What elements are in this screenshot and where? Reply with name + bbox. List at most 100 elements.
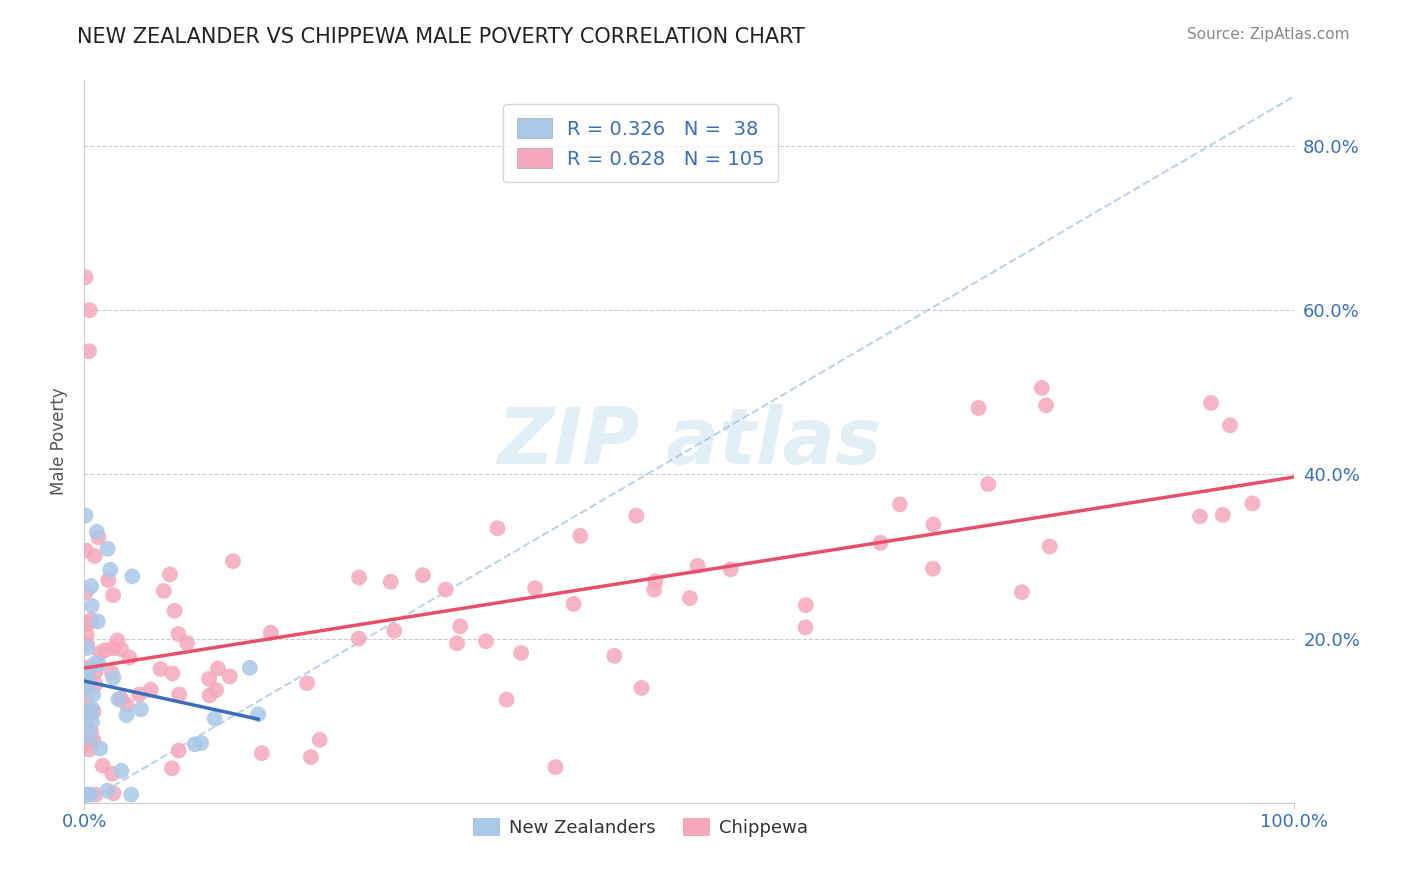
Point <box>80 724 103 739</box>
Point <box>76 628 98 642</box>
Point <box>76 705 98 719</box>
Point <box>347 632 370 646</box>
Point <box>626 508 648 523</box>
Point <box>1035 398 1057 412</box>
Point <box>100 665 122 680</box>
Point <box>83 549 105 563</box>
Point <box>603 648 626 663</box>
Point <box>1188 509 1211 524</box>
Point <box>98 563 121 577</box>
Point <box>162 666 184 681</box>
Point <box>75 270 97 285</box>
Point <box>720 562 742 576</box>
Point <box>295 676 318 690</box>
Point <box>103 786 125 800</box>
Point <box>205 683 228 698</box>
Point <box>922 517 945 532</box>
Point <box>247 707 270 722</box>
Point <box>80 706 103 721</box>
Point <box>76 707 98 722</box>
Point <box>922 562 945 576</box>
Point <box>80 714 103 729</box>
Point <box>115 698 138 712</box>
Point <box>76 638 98 652</box>
Point <box>87 530 110 544</box>
Point <box>495 692 517 706</box>
Point <box>107 692 129 706</box>
Point <box>207 661 229 675</box>
Point <box>128 688 150 702</box>
Point <box>644 574 666 589</box>
Point <box>79 730 101 744</box>
Point <box>679 591 702 606</box>
Point <box>1199 396 1222 410</box>
Point <box>77 665 100 680</box>
Y-axis label: Male Poverty: Male Poverty <box>51 388 69 495</box>
Text: ZIP atlas: ZIP atlas <box>496 403 882 480</box>
Point <box>794 620 817 634</box>
Point <box>149 662 172 676</box>
Point <box>84 657 107 671</box>
Point <box>110 642 132 657</box>
Point <box>475 634 498 648</box>
Point <box>347 570 370 584</box>
Point <box>77 788 100 802</box>
Point <box>434 582 457 597</box>
Text: Source: ZipAtlas.com: Source: ZipAtlas.com <box>1187 27 1350 42</box>
Point <box>308 732 330 747</box>
Point <box>89 741 111 756</box>
Point <box>167 688 190 702</box>
Point <box>544 760 567 774</box>
Point <box>103 641 125 656</box>
Point <box>79 742 101 756</box>
Point <box>76 690 98 704</box>
Point <box>260 625 283 640</box>
Point <box>1039 540 1062 554</box>
Point <box>129 702 152 716</box>
Point <box>167 743 190 757</box>
Point <box>84 788 107 802</box>
Legend: New Zealanders, Chippewa: New Zealanders, Chippewa <box>465 811 815 845</box>
Point <box>76 617 98 632</box>
Point <box>198 689 221 703</box>
Point <box>80 701 103 715</box>
Point <box>1031 381 1053 395</box>
Point <box>643 582 665 597</box>
Point <box>87 615 110 629</box>
Point <box>80 734 103 748</box>
Point <box>115 708 138 723</box>
Point <box>163 604 186 618</box>
Point <box>1241 496 1264 510</box>
Point <box>83 705 105 719</box>
Point <box>167 627 190 641</box>
Point <box>486 521 509 535</box>
Point <box>75 681 97 696</box>
Point <box>510 646 533 660</box>
Point <box>1011 585 1033 599</box>
Point <box>630 681 652 695</box>
Point <box>75 543 97 558</box>
Point <box>77 344 100 359</box>
Point <box>80 599 103 613</box>
Point <box>75 664 97 678</box>
Point <box>101 766 124 780</box>
Point <box>75 585 97 599</box>
Point <box>75 739 97 753</box>
Point <box>204 711 226 725</box>
Point <box>107 633 129 648</box>
Point <box>97 541 120 556</box>
Point <box>446 636 468 650</box>
Point <box>190 736 212 750</box>
Point <box>79 660 101 674</box>
Point <box>97 573 120 587</box>
Point <box>794 598 817 612</box>
Point <box>75 701 97 715</box>
Point <box>382 624 405 638</box>
Point <box>239 661 262 675</box>
Point <box>222 554 245 568</box>
Point <box>75 508 97 523</box>
Point <box>80 613 103 627</box>
Point <box>869 536 891 550</box>
Point <box>198 672 221 686</box>
Point <box>75 788 97 802</box>
